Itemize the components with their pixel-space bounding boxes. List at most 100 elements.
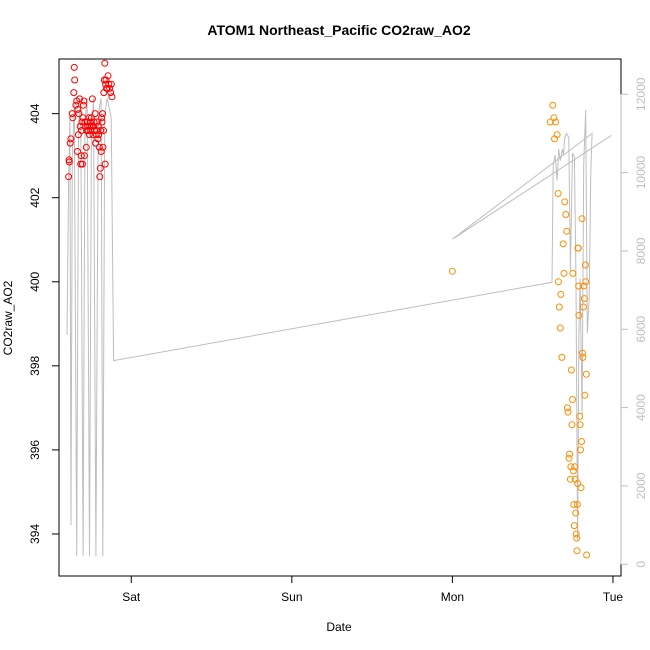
x-tick-label: Sun [281, 590, 302, 604]
y-tick-label: 394 [28, 524, 42, 544]
y-axis-left: 394 396 398 400 402 404 [28, 103, 60, 544]
data-point [79, 101, 87, 109]
data-point [552, 118, 559, 126]
data-point [558, 353, 566, 361]
data-point [556, 324, 564, 332]
data-point [577, 446, 584, 454]
data-point [74, 105, 82, 113]
data-point [98, 118, 106, 126]
data-point [573, 534, 581, 542]
data-point [579, 353, 587, 361]
y-tick-label: 404 [28, 103, 42, 123]
data-point [562, 211, 570, 218]
data-point [88, 95, 96, 103]
data-point [92, 131, 100, 139]
data-point [107, 80, 115, 88]
y2-tick-label: 6000 [634, 316, 648, 343]
data-point [567, 366, 575, 374]
data-point [569, 269, 577, 277]
data-point [576, 412, 584, 420]
data-point [95, 143, 103, 151]
data-point [71, 76, 79, 84]
data-point [569, 467, 577, 475]
data-point [561, 198, 569, 206]
data-point [565, 454, 573, 462]
data-point [67, 135, 75, 143]
data-point [97, 148, 105, 155]
data-point [95, 131, 103, 139]
data-point [86, 122, 94, 130]
x-axis-label: Date [326, 620, 352, 634]
plot-area-frame [58, 58, 622, 577]
data-point [85, 131, 93, 139]
data-point [568, 421, 576, 429]
data-point [575, 311, 583, 319]
data-point [582, 370, 590, 378]
data-point [65, 158, 73, 166]
data-point [92, 139, 100, 147]
data-point [579, 349, 586, 357]
data-point [85, 114, 93, 122]
data-point [577, 484, 585, 492]
data-point [554, 190, 562, 197]
data-point [580, 295, 588, 303]
data-point [100, 127, 107, 134]
data-point [553, 131, 561, 139]
data-point [583, 551, 591, 559]
data-point [560, 269, 568, 277]
y2-tick-label: 10000 [634, 156, 648, 190]
data-point [549, 101, 557, 109]
data-point [575, 282, 583, 290]
data-point [559, 240, 567, 248]
data-point [555, 303, 563, 311]
data-point [572, 530, 580, 538]
data-point [80, 152, 88, 160]
data-point [103, 84, 111, 92]
data-point [574, 244, 582, 252]
data-point [106, 84, 114, 92]
data-point [566, 475, 574, 483]
data-point [77, 152, 85, 160]
data-point [569, 396, 576, 403]
data-point [76, 95, 84, 103]
data-point [566, 450, 574, 458]
data-point [576, 421, 584, 429]
data-point [93, 127, 101, 134]
data-point [550, 114, 558, 122]
data-point [99, 110, 106, 118]
data-point [78, 127, 85, 134]
data-point [68, 110, 76, 118]
x-axis: Sat Sun Mon Tue [122, 575, 624, 604]
data-point [104, 72, 112, 80]
y-tick-label: 398 [28, 356, 42, 376]
data-point [78, 118, 86, 126]
data-point [82, 143, 90, 151]
data-point [97, 127, 105, 134]
data-point [70, 89, 78, 97]
x-tick-label: Mon [441, 590, 464, 604]
data-point [70, 63, 78, 71]
y-axis-right: 0 2000 4000 6000 8000 10000 12000 [620, 77, 648, 568]
data-point [573, 501, 581, 508]
data-point [101, 59, 109, 67]
data-point [578, 215, 586, 223]
data-point [581, 391, 589, 399]
data-point [571, 463, 579, 471]
data-point [69, 114, 77, 122]
data-point [582, 278, 590, 286]
data-point [99, 143, 107, 151]
data-point [563, 404, 571, 412]
data-point [108, 93, 116, 101]
x-tick-label: Tue [603, 590, 624, 604]
data-point [94, 135, 102, 143]
data-point [98, 114, 106, 122]
data-point [107, 89, 115, 97]
data-point [72, 101, 80, 109]
y-axis-label: CO2raw_AO2 [1, 280, 15, 355]
data-point [580, 282, 588, 290]
y2-tick-label: 12000 [634, 77, 648, 111]
y2-tick-label: 0 [634, 561, 648, 568]
data-point [554, 278, 562, 286]
data-point [91, 110, 99, 118]
